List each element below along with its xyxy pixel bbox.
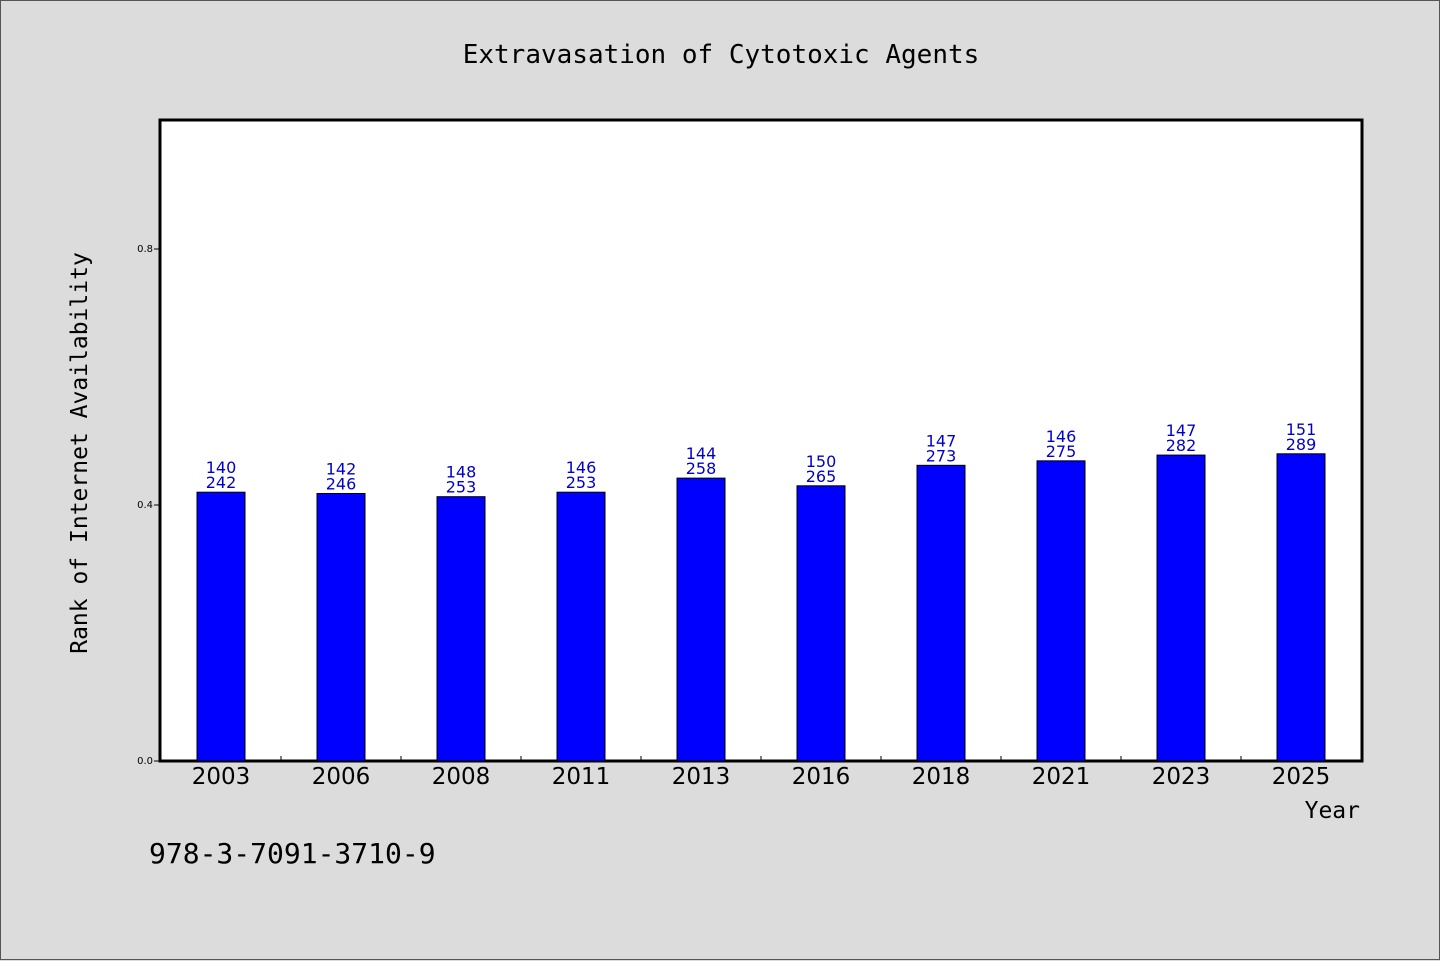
bar	[676, 477, 726, 762]
bar-label-bottom: 246	[326, 474, 357, 493]
bar-label-bottom: 242	[206, 473, 237, 492]
bar	[556, 491, 606, 762]
bar-label-top: 142	[326, 459, 357, 478]
bar-label-top: 151	[1286, 420, 1317, 439]
y-tick-label: 0.8	[137, 244, 153, 255]
bar-series	[196, 453, 1326, 762]
bar-label-top: 140	[206, 458, 237, 477]
isbn-footer: 978-3-7091-3710-9	[149, 837, 436, 870]
y-axis-label: Rank of Internet Availability	[67, 252, 93, 654]
bar-label-top: 146	[1046, 427, 1077, 446]
chart-title: Extravasation of Cytotoxic Agents	[463, 40, 980, 70]
bar	[436, 496, 486, 762]
x-tick-label: 2008	[432, 764, 491, 790]
bar	[1036, 460, 1086, 762]
bar-label-bottom: 253	[446, 478, 477, 497]
y-tick-label: 0.0	[137, 756, 153, 767]
bar	[1156, 454, 1206, 762]
x-tick-label: 2016	[792, 764, 851, 790]
y-axis: 0.0 0.4 0.8	[137, 244, 161, 767]
bar	[796, 485, 846, 762]
bar-label-top: 144	[686, 444, 717, 463]
x-tick-label: 2011	[552, 764, 611, 790]
x-axis-label: Year	[1305, 798, 1360, 824]
x-tick-label: 2021	[1032, 764, 1091, 790]
bar-label-top: 147	[926, 431, 957, 450]
x-tick-label: 2018	[912, 764, 971, 790]
x-tick-label: 2003	[192, 764, 251, 790]
bar-label-top: 146	[566, 458, 597, 477]
x-tick-label: 2006	[312, 764, 371, 790]
bar-label-bottom: 289	[1286, 435, 1317, 454]
x-axis: 2003 2006 2008 2011 2013 2016 2018 2021 2023 2025	[192, 756, 1331, 790]
bar-label-bottom: 282	[1166, 436, 1197, 455]
y-tick-label: 0.4	[137, 500, 153, 511]
bar	[316, 492, 366, 762]
bar-label-bottom: 275	[1046, 442, 1077, 461]
bar-label-bottom: 253	[566, 473, 597, 492]
x-tick-label: 2013	[672, 764, 731, 790]
x-tick-label: 2025	[1272, 764, 1331, 790]
bar-label-top: 147	[1166, 421, 1197, 440]
bar	[1276, 453, 1326, 762]
bar	[196, 491, 246, 762]
bar	[916, 464, 966, 762]
bar-label-top: 150	[806, 452, 837, 471]
bar-label-bottom: 273	[926, 446, 957, 465]
bar-label-bottom: 265	[806, 467, 837, 486]
x-tick-label: 2023	[1152, 764, 1211, 790]
bar-label-bottom: 258	[686, 459, 717, 478]
bar-label-top: 148	[446, 463, 477, 482]
